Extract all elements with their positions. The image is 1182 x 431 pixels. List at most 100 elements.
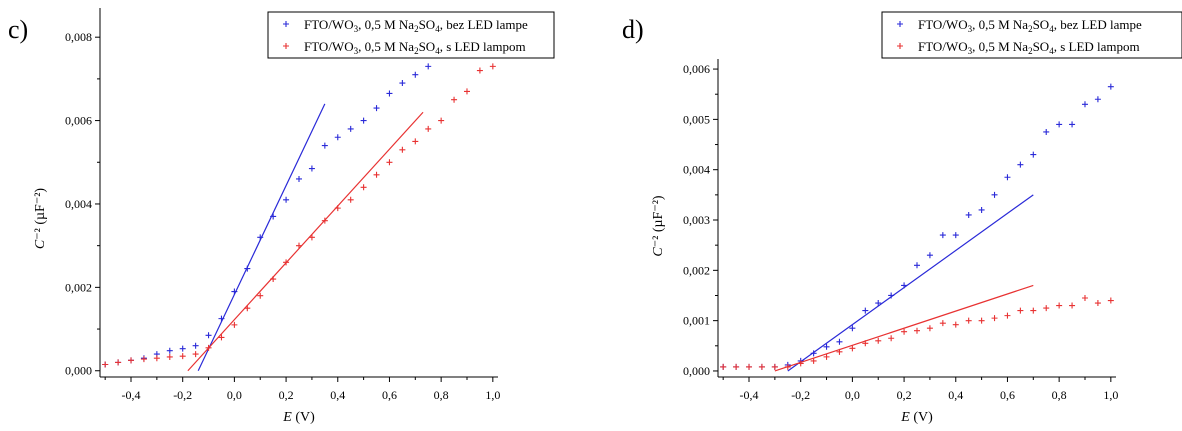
data-point xyxy=(939,320,946,327)
data-point xyxy=(283,259,290,266)
x-tick-label: 0,2 xyxy=(897,388,912,402)
data-point xyxy=(347,125,354,132)
data-point xyxy=(166,353,173,360)
data-point xyxy=(1004,174,1011,181)
data-point xyxy=(218,315,225,322)
data-point xyxy=(862,307,869,314)
legend-label: FTO/WO3, 0,5 M Na2SO4, s LED lampom xyxy=(918,39,1140,56)
panel-label: c) xyxy=(8,15,28,44)
data-point xyxy=(128,357,135,364)
data-point xyxy=(412,71,419,78)
data-point xyxy=(1069,121,1076,128)
legend-label: FTO/WO3, 0,5 M Na2SO4, s LED lampom xyxy=(304,39,526,56)
data-point xyxy=(849,345,856,352)
data-point xyxy=(849,325,856,332)
data-point xyxy=(888,335,895,342)
x-tick-label: -0,2 xyxy=(791,388,810,402)
fit-line-led xyxy=(187,111,424,372)
legend-text: , bez LED lampe xyxy=(440,17,528,32)
legend-marker xyxy=(283,43,289,49)
legend-subscript: 3 xyxy=(968,46,973,56)
x-axis-label-var: E xyxy=(900,410,910,425)
data-point xyxy=(965,211,972,218)
legend-subscript: 3 xyxy=(968,24,973,34)
x-tick-label: -0,4 xyxy=(740,388,759,402)
x-axis-label-var: E xyxy=(282,410,292,425)
legend-box xyxy=(267,11,555,59)
data-point xyxy=(308,234,315,241)
y-axis-label: C⁻² (µF⁻²) xyxy=(651,195,666,257)
data-point xyxy=(425,63,432,70)
x-tick-label: 1,0 xyxy=(1103,388,1118,402)
legend-text: , 0,5 M Na xyxy=(358,17,414,32)
legend-subscript: 2 xyxy=(414,24,419,34)
y-axis-label-rest: ⁻² (µF⁻²) xyxy=(651,195,666,247)
data-point xyxy=(862,340,869,347)
y-tick-label: 0,005 xyxy=(683,112,710,126)
y-tick-label: 0,008 xyxy=(65,30,92,44)
y-tick-label: 0,006 xyxy=(65,114,92,128)
data-point xyxy=(1017,307,1024,314)
data-point xyxy=(360,117,367,124)
data-point xyxy=(952,321,959,328)
data-point xyxy=(244,265,251,272)
data-point xyxy=(1107,83,1114,90)
data-point xyxy=(283,196,290,203)
legend-marker xyxy=(283,21,289,27)
chart-panel-d: -0,4 -0,2 0,0 0,2 0,4 0,6 0,8 1,0 0,000 0,001 0,00… xyxy=(622,11,1182,425)
data-point xyxy=(321,142,328,149)
data-point xyxy=(179,353,186,360)
data-point xyxy=(296,175,302,182)
data-point xyxy=(425,125,432,132)
legend-text: SO xyxy=(1033,39,1050,54)
y-axis-label-var: C xyxy=(651,247,666,257)
data-point xyxy=(218,334,225,341)
legend-text: FTO/WO xyxy=(304,39,354,54)
x-tick-label: 0,6 xyxy=(382,388,397,402)
panel-label: d) xyxy=(622,15,644,44)
data-point xyxy=(1107,297,1114,304)
y-axis-label-var: C xyxy=(33,239,48,249)
x-tick-label: 0,8 xyxy=(434,388,449,402)
y-axis-label: C⁻² (µF⁻²) xyxy=(33,188,48,250)
data-point xyxy=(102,361,109,368)
legend-label: FTO/WO3, 0,5 M Na2SO4, bez LED lampe xyxy=(304,17,528,34)
legend-box xyxy=(881,11,1182,59)
legend-text: , 0,5 M Na xyxy=(972,39,1028,54)
y-tick-label: 0,004 xyxy=(683,163,710,177)
data-point xyxy=(784,363,791,370)
data-point xyxy=(412,138,419,145)
data-point xyxy=(875,300,882,307)
data-point xyxy=(438,117,445,124)
data-point xyxy=(901,282,908,289)
chart-panel-c: -0,4 -0,2 0,0 0,2 0,4 0,6 0,8 1,0 0,000 0,002 0,00… xyxy=(8,8,555,425)
y-axis-label-rest: ⁻² (µF⁻²) xyxy=(33,188,48,240)
data-point xyxy=(231,321,238,328)
data-point xyxy=(231,288,238,295)
y-tick-label: 0,006 xyxy=(683,62,710,76)
legend-text: , 0,5 M Na xyxy=(358,39,414,54)
data-point xyxy=(746,363,753,370)
x-tick-label: 0,0 xyxy=(845,388,860,402)
legend-subscript: 4 xyxy=(435,46,440,56)
data-point xyxy=(823,343,830,350)
legend-marker xyxy=(897,43,903,49)
data-point xyxy=(836,338,843,345)
data-point xyxy=(1030,307,1037,314)
y-tick-label: 0,003 xyxy=(683,213,710,227)
data-point xyxy=(347,196,354,203)
data-point xyxy=(978,317,985,324)
data-point xyxy=(810,350,817,357)
data-point xyxy=(720,363,727,370)
data-point xyxy=(192,342,199,349)
legend-text: FTO/WO xyxy=(918,39,968,54)
data-point xyxy=(823,353,830,360)
data-point xyxy=(1017,161,1024,168)
data-point xyxy=(373,105,380,112)
data-point xyxy=(115,359,122,366)
data-point xyxy=(952,232,959,239)
legend-subscript: 2 xyxy=(1028,24,1033,34)
data-point xyxy=(489,63,496,70)
data-point xyxy=(965,317,972,324)
data-point xyxy=(875,337,882,344)
